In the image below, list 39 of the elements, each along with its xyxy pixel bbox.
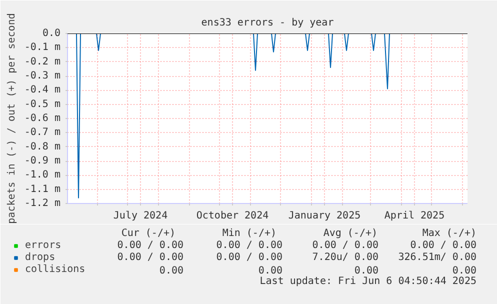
text: 7.20u/ 0.00 [312, 252, 379, 263]
text: 0.00 / 0.00 [117, 252, 184, 263]
text: 0.00 [452, 266, 477, 276]
y-tick-label: -0.6 m [24, 113, 60, 124]
text: 0.00 [258, 266, 283, 276]
y-tick-label: -0.8 m [24, 141, 60, 152]
text: 0.00 / 0.00 [216, 240, 283, 251]
text: 0.00 [354, 266, 379, 276]
text: Cur (-/+) [121, 228, 176, 239]
y-tick-label: -0.1 m [24, 42, 60, 54]
x-tick-label: January 2025 [288, 210, 361, 222]
text: Last update: Fri Jun 6 04:50:44 2025 [260, 276, 476, 287]
y-tick-label: -0.7 m [24, 127, 60, 138]
y-tick-label: -1.2 m [24, 198, 60, 209]
text: Min (-/+) [222, 228, 277, 239]
text: Max (-/+) [422, 228, 477, 239]
y-tick-label: -0.3 m [24, 70, 60, 82]
y-tick-label: -1.0 m [24, 170, 60, 181]
y-tick-label: -0.4 m [24, 84, 60, 96]
text: 0.00 [159, 266, 184, 276]
y-tick-label: -0.9 m [24, 156, 60, 166]
y-tick-label: 0.0 [42, 28, 60, 39]
x-tick-label: October 2024 [196, 210, 269, 222]
text: 326.51m/ 0.00 [398, 252, 477, 263]
legend-label: errors [25, 239, 62, 251]
text: 0.00 / 0.00 [410, 240, 477, 251]
chart-title: ens33 errors - by year [201, 18, 334, 28]
y-tick-label: -1.1 m [24, 184, 60, 195]
x-tick-label: April 2025 [384, 210, 445, 222]
text: Avg (-/+) [323, 228, 378, 239]
y-tick-label: -0.5 m [24, 98, 60, 110]
legend-label: collisions [25, 263, 86, 275]
text: 0.00 / 0.00 [117, 240, 184, 251]
x-tick-label: July 2024 [113, 210, 168, 222]
y-axis-title: packets in (-) / out (+) per second [6, 13, 18, 224]
text: 0.00 / 0.00 [312, 240, 379, 251]
y-tick-label: -0.2 m [24, 56, 60, 68]
text: 0.00 / 0.00 [216, 252, 283, 263]
legend-label: drops [25, 251, 56, 263]
